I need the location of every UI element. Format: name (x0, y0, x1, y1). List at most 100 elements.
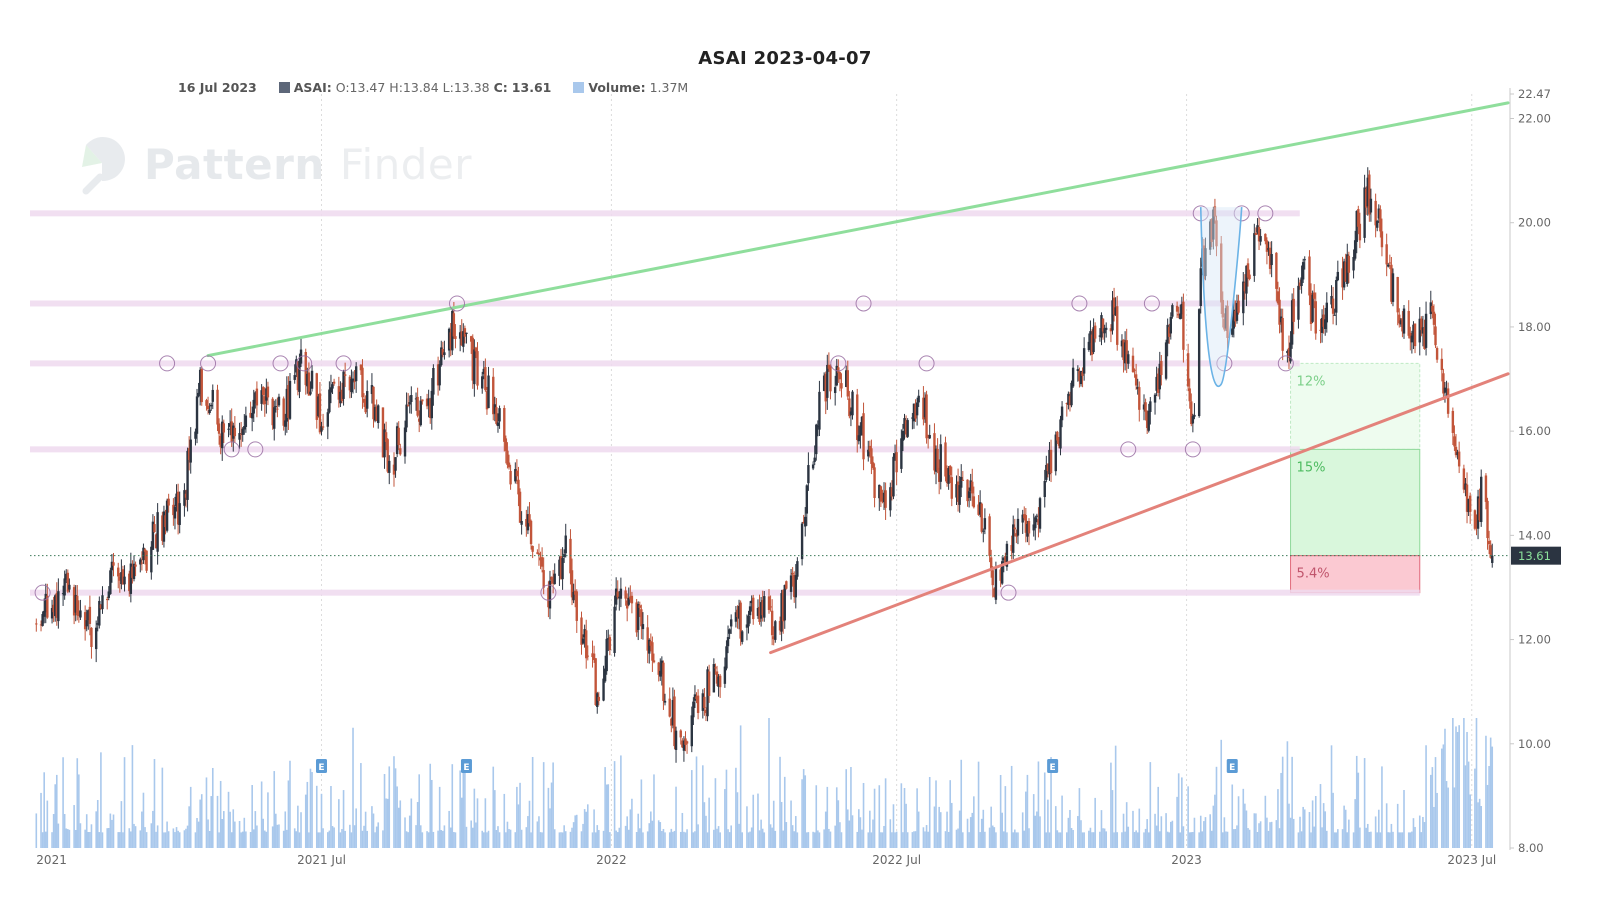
volume-bar (44, 831, 47, 848)
candle-body (1281, 318, 1284, 351)
candle-body (332, 381, 336, 384)
volume-bar (771, 827, 773, 848)
candle-body (194, 431, 197, 439)
candle-body (714, 667, 717, 669)
volume-bar (1370, 831, 1372, 848)
volume-bar (782, 830, 784, 848)
candle-body (427, 398, 430, 406)
volume-bar (210, 796, 213, 848)
volume-bar (955, 829, 958, 848)
volume-bar (527, 816, 529, 848)
candle-body (1012, 524, 1015, 553)
candle-body (1122, 339, 1125, 361)
candle-body (66, 572, 70, 592)
candle-body (827, 364, 831, 369)
volume-bar (241, 831, 244, 848)
candle-body (331, 384, 334, 389)
candle-body (1409, 332, 1412, 339)
candle-body (265, 388, 268, 401)
touch-point-marker (1257, 205, 1274, 222)
volume-bar (1215, 766, 1218, 848)
volume-bar (966, 818, 969, 848)
candle-body (1234, 310, 1237, 322)
volume-bar (1061, 795, 1063, 848)
candle-body (476, 351, 479, 386)
volume-bar (183, 830, 186, 848)
volume-bar (702, 765, 704, 848)
volume-bar (1114, 745, 1117, 848)
volume-bar (968, 832, 970, 848)
candle-body (603, 668, 607, 682)
volume-bar (297, 805, 299, 848)
volume-bar (57, 823, 60, 848)
volume-bar (1374, 816, 1377, 848)
volume-bar (262, 818, 265, 848)
candle-body (184, 493, 188, 498)
candle-body (592, 653, 596, 660)
volume-bar (750, 827, 753, 848)
volume-bar (289, 760, 291, 848)
volume-bar (505, 832, 507, 848)
volume-bar (495, 830, 498, 848)
volume-bar (1379, 832, 1382, 848)
volume-bar (426, 831, 428, 848)
candle-body (1462, 468, 1466, 490)
candle-body (359, 364, 363, 371)
candle-body (403, 427, 407, 457)
touch-point-marker (1277, 355, 1294, 372)
candle-body (551, 578, 555, 584)
candle-body (1418, 318, 1421, 343)
volume-bar (1168, 832, 1171, 848)
pattern-finder-logo-icon (82, 137, 125, 195)
candle-body (862, 413, 865, 460)
volume-bar (796, 832, 799, 848)
volume-bar (903, 788, 906, 848)
candle-body (761, 600, 764, 616)
volume-bar (1425, 745, 1427, 848)
candle-body (960, 476, 963, 488)
candle-body (958, 485, 961, 505)
volume-bar (878, 785, 881, 848)
candle-body (1432, 311, 1436, 325)
x-tick-label: 2021 (36, 853, 67, 867)
candle-body (980, 503, 983, 532)
volume-bar (1198, 832, 1200, 848)
candle-body (659, 670, 662, 677)
chart-title: ASAI 2023-04-07 (698, 48, 872, 69)
volume-bar (284, 811, 287, 848)
volume-bar (1247, 828, 1249, 848)
candle-body (233, 427, 237, 437)
candle-body (966, 479, 969, 502)
volume-bar (509, 829, 512, 848)
volume-bar (1025, 791, 1027, 848)
volume-bar (837, 800, 840, 848)
candle-body (772, 636, 775, 640)
candle-body (1035, 515, 1039, 517)
volume-bar (1037, 761, 1040, 848)
candle-body (395, 426, 399, 455)
volume-bar (1474, 768, 1476, 848)
volume-bar (1026, 774, 1029, 848)
volume-bar (174, 832, 176, 848)
volume-bar (123, 757, 126, 848)
candle-body (250, 413, 254, 419)
candle-body (638, 605, 641, 608)
candle-body (712, 664, 716, 693)
candle-body (65, 573, 68, 580)
candle-body (1457, 451, 1461, 467)
candle-body (219, 435, 222, 448)
candle-body (833, 387, 837, 394)
volume-bar (933, 806, 936, 848)
volume-bar (1324, 811, 1327, 848)
volume-bar (442, 830, 444, 848)
candle-body (802, 521, 805, 524)
candle-body (463, 328, 467, 337)
candle-body (1364, 188, 1368, 208)
volume-bar (924, 831, 926, 848)
candle-body (406, 405, 410, 407)
candle-body (949, 465, 952, 476)
candle-body (783, 585, 786, 621)
candle-body (682, 740, 686, 751)
candle-body (706, 669, 709, 717)
